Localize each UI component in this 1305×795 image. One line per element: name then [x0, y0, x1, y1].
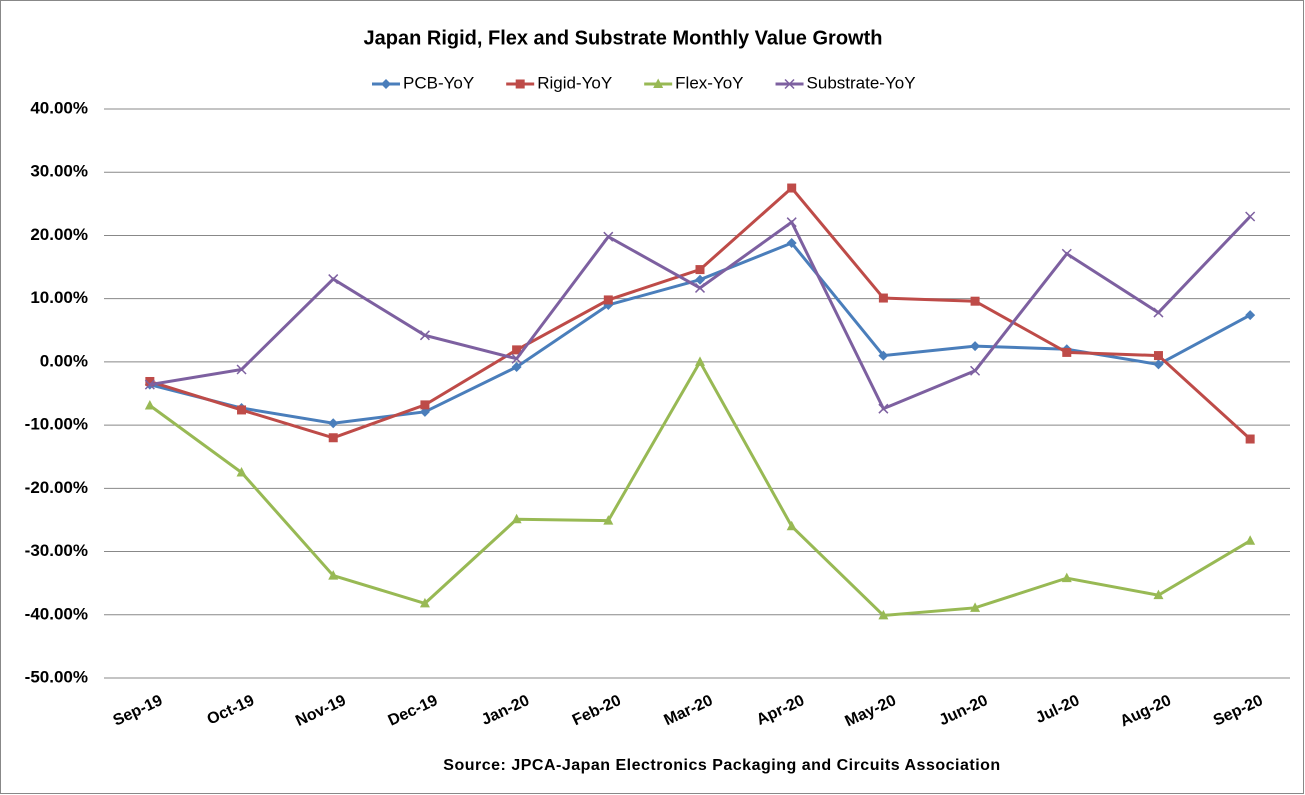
marker	[878, 609, 889, 620]
marker	[786, 217, 797, 228]
marker	[328, 274, 339, 285]
marker	[1061, 572, 1072, 583]
marker	[420, 400, 430, 410]
marker	[970, 296, 980, 306]
marker	[236, 364, 247, 375]
marker	[237, 405, 247, 415]
marker	[970, 602, 981, 612]
marker	[1245, 310, 1256, 321]
legend-item: Flex-YoY	[644, 73, 744, 92]
marker	[1153, 589, 1164, 600]
y-tick-label: -50.00%	[25, 667, 88, 686]
marker	[144, 379, 155, 390]
y-tick-label: -40.00%	[25, 604, 88, 623]
marker	[653, 78, 664, 88]
marker	[1245, 535, 1256, 545]
marker	[512, 345, 522, 355]
source-note: Source: JPCA-Japan Electronics Packaging…	[443, 757, 1000, 774]
marker	[695, 356, 705, 366]
y-tick-label: 30.00%	[30, 162, 88, 181]
marker	[878, 403, 889, 414]
marker	[328, 418, 339, 429]
marker	[1061, 248, 1072, 259]
legend-label: Substrate-YoY	[807, 73, 916, 92]
y-tick-label: -30.00%	[25, 541, 88, 560]
marker	[695, 265, 705, 275]
marker	[1245, 434, 1255, 444]
marker	[145, 376, 155, 386]
marker	[328, 433, 338, 443]
legend-label: Flex-YoY	[675, 73, 743, 92]
marker	[1062, 347, 1072, 357]
chart-title: Japan Rigid, Flex and Substrate Monthly …	[364, 27, 883, 49]
marker	[1153, 307, 1164, 318]
y-tick-label: 40.00%	[30, 98, 88, 117]
marker	[236, 467, 247, 477]
legend-item: Rigid-YoY	[506, 73, 612, 92]
legend-item: PCB-YoY	[372, 73, 474, 92]
marker	[1153, 359, 1164, 370]
marker	[328, 570, 339, 580]
marker	[786, 520, 797, 531]
legend-item: Substrate-YoY	[775, 73, 916, 92]
marker	[695, 274, 705, 285]
y-tick-label: -10.00%	[25, 415, 88, 434]
marker	[511, 513, 522, 524]
marker	[878, 350, 889, 361]
marker	[970, 341, 981, 352]
marker	[603, 515, 614, 525]
marker	[511, 361, 522, 372]
marker	[1153, 351, 1163, 361]
marker	[419, 597, 430, 608]
legend-label: Rigid-YoY	[537, 73, 612, 92]
y-tick-label: 20.00%	[30, 225, 88, 244]
marker	[878, 293, 888, 303]
marker	[1245, 211, 1256, 222]
marker	[603, 231, 614, 242]
marker	[515, 79, 525, 89]
marker	[381, 79, 391, 89]
marker	[144, 400, 155, 410]
legend-label: PCB-YoY	[403, 73, 474, 92]
y-tick-label: 10.00%	[30, 288, 88, 307]
marker	[787, 183, 797, 193]
marker	[784, 78, 795, 90]
marker	[419, 330, 430, 341]
y-tick-label: 0.00%	[40, 351, 88, 370]
marker	[603, 295, 613, 305]
marker	[786, 238, 797, 249]
marker	[694, 282, 706, 293]
marker	[970, 365, 981, 376]
y-tick-label: -20.00%	[25, 478, 88, 497]
marker	[511, 353, 522, 364]
